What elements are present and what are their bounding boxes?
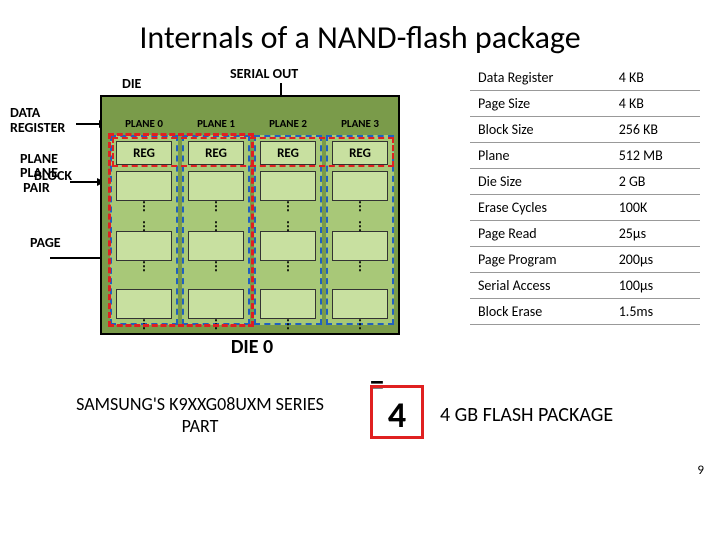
label-block: BLOCK: [34, 168, 72, 183]
spec-val: 25µs: [611, 221, 700, 247]
table-row: Data Register4 KB: [470, 65, 700, 91]
block: [260, 289, 316, 319]
slide-title: Internals of a NAND-flash package: [0, 0, 720, 65]
plane-label-0: PLANE 0: [110, 117, 178, 130]
serial-out-line: [280, 83, 282, 95]
dots: ⋮: [116, 223, 172, 231]
spec-key: Page Read: [470, 221, 611, 247]
spec-val: 512 MB: [611, 143, 700, 169]
block: [116, 171, 172, 201]
spec-key: Serial Access: [470, 273, 611, 299]
spec-val: 200µs: [611, 247, 700, 273]
dots: ⋮: [260, 223, 316, 231]
plane-labels-row: PLANE 0 PLANE 1 PLANE 2 PLANE 3: [110, 117, 394, 130]
plane-label-2: PLANE 2: [254, 117, 322, 130]
dots: ⋮: [116, 263, 172, 271]
spec-key: Block Erase: [470, 299, 611, 325]
block: [332, 231, 388, 261]
plane-0: REG ⋮ ⋮ ⋮ ⋮: [110, 135, 178, 325]
planes-container: REG ⋮ ⋮ ⋮ ⋮ REG ⋮ ⋮ ⋮ ⋮: [110, 135, 394, 325]
content-area: SERIAL OUT DATAREGISTER PLANE PLANE PAIR…: [0, 65, 720, 505]
plane-label-3: PLANE 3: [326, 117, 394, 130]
plane-3: REG ⋮ ⋮⋮ ⋮: [326, 135, 394, 325]
table-row: Die Size2 GB: [470, 169, 700, 195]
die-label: DIE: [122, 75, 141, 92]
slide-number: 9: [697, 463, 704, 478]
label-data-register: DATAREGISTER: [10, 105, 65, 136]
dots: ⋮: [332, 223, 388, 231]
reg-1: REG: [188, 141, 244, 165]
spec-val: 100K: [611, 195, 700, 221]
four-count-box: 4: [370, 385, 424, 439]
reg-2: REG: [260, 141, 316, 165]
block: [332, 171, 388, 201]
dots: ⋮: [188, 263, 244, 271]
block: [188, 171, 244, 201]
dots: ⋮: [188, 223, 244, 231]
serial-out-label: SERIAL OUT: [230, 65, 298, 82]
block: [260, 231, 316, 261]
dots: ⋮: [116, 321, 172, 329]
table-row: Plane512 MB: [470, 143, 700, 169]
plane-2: REG ⋮ ⋮⋮ ⋮: [254, 135, 322, 325]
spec-key: Page Program: [470, 247, 611, 273]
spec-table: Data Register4 KB Page Size4 KB Block Si…: [470, 65, 700, 325]
table-row: Serial Access100µs: [470, 273, 700, 299]
table-row: Block Erase1.5ms: [470, 299, 700, 325]
spec-key: Die Size: [470, 169, 611, 195]
plane-1: REG ⋮ ⋮⋮ ⋮: [182, 135, 250, 325]
spec-val: 4 KB: [611, 65, 700, 91]
spec-key: Erase Cycles: [470, 195, 611, 221]
dots: ⋮: [260, 203, 316, 211]
spec-key: Plane: [470, 143, 611, 169]
arrow-plane-pair: [70, 181, 104, 183]
spec-key: Block Size: [470, 117, 611, 143]
dots: ⋮: [188, 321, 244, 329]
samsung-part-label: SAMSUNG'S K9XXG08UXM SERIES PART: [60, 393, 340, 437]
spec-key: Data Register: [470, 65, 611, 91]
spec-val: 2 GB: [611, 169, 700, 195]
block: [116, 231, 172, 261]
block: [116, 289, 172, 319]
spec-val: 256 KB: [611, 117, 700, 143]
table-row: Page Read25µs: [470, 221, 700, 247]
plane-label-1: PLANE 1: [182, 117, 250, 130]
label-page: PAGE: [30, 235, 61, 250]
spec-val: 4 KB: [611, 91, 700, 117]
dots: ⋮: [188, 203, 244, 211]
table-row: Erase Cycles100K: [470, 195, 700, 221]
block: [332, 289, 388, 319]
spec-val: 1.5ms: [611, 299, 700, 325]
reg-0: REG: [116, 141, 172, 165]
reg-3: REG: [332, 141, 388, 165]
dots: ⋮: [260, 263, 316, 271]
block: [188, 289, 244, 319]
die-container: DIE PLANE 0 PLANE 1 PLANE 2 PLANE 3 REG …: [100, 95, 400, 335]
package-label: 4 GB FLASH PACKAGE: [440, 403, 613, 427]
table-row: Block Size256 KB: [470, 117, 700, 143]
dots: ⋮: [260, 321, 316, 329]
dots: ⋮: [332, 321, 388, 329]
table-row: Page Size4 KB: [470, 91, 700, 117]
spec-key: Page Size: [470, 91, 611, 117]
die-0-label: DIE 0: [102, 335, 402, 359]
dots: ⋮: [116, 203, 172, 211]
dots: ⋮: [332, 263, 388, 271]
block: [260, 171, 316, 201]
block: [188, 231, 244, 261]
spec-val: 100µs: [611, 273, 700, 299]
dots: ⋮: [332, 203, 388, 211]
table-row: Page Program200µs: [470, 247, 700, 273]
